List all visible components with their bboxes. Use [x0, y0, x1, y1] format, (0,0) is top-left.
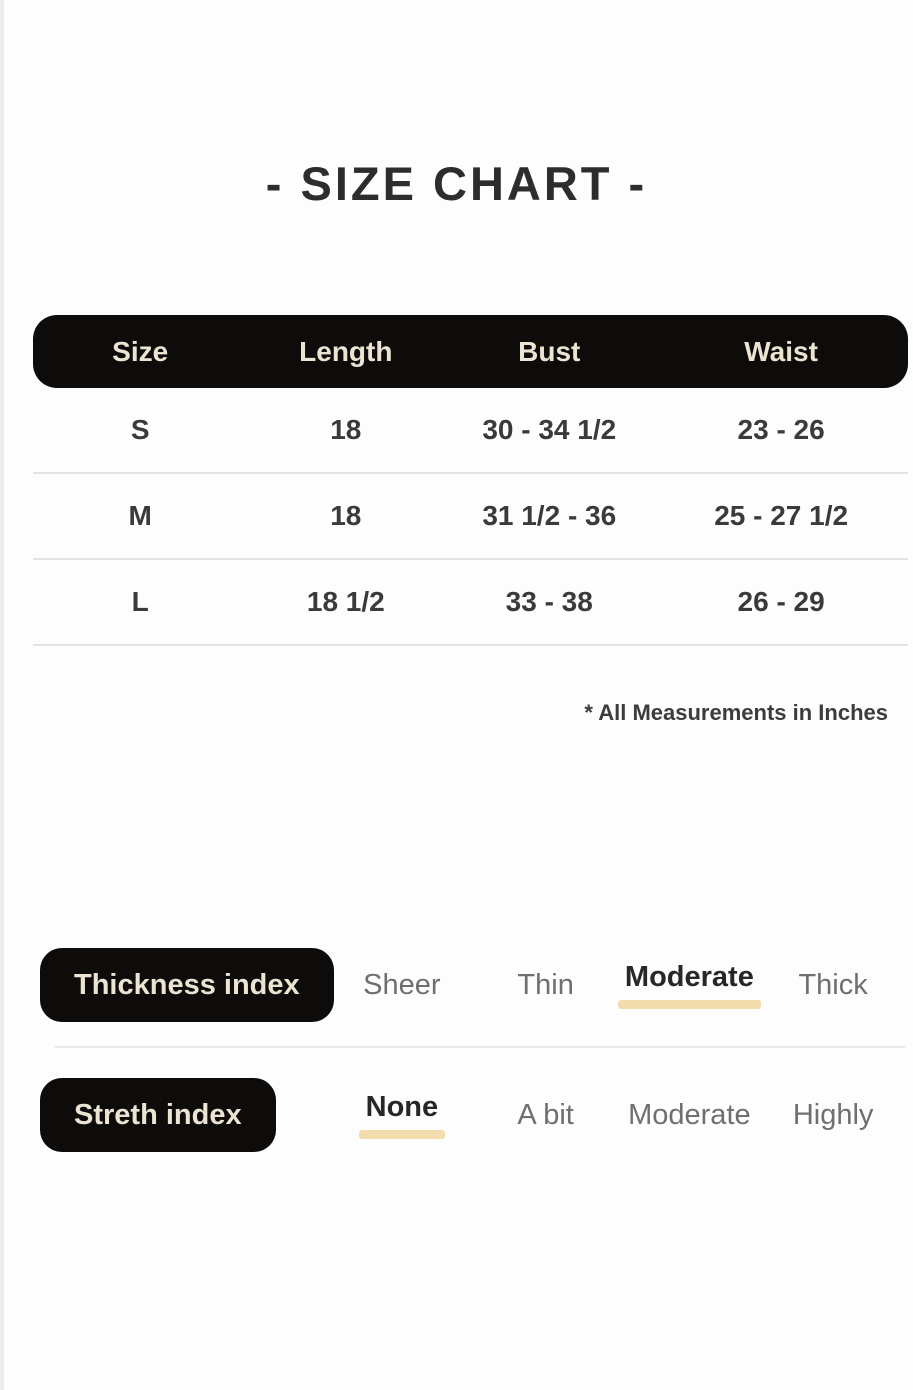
stretch-option-moderate: Moderate	[628, 1098, 751, 1131]
size-value: M	[128, 500, 152, 531]
size-value: L	[131, 586, 149, 617]
stretch-index-pill: Streth index	[40, 1078, 276, 1152]
bust-value: 31 1/2 - 36	[482, 500, 617, 531]
length-value: 18 1/2	[306, 586, 385, 617]
thickness-index-row: Thickness index Sheer Thin Moderate Thic…	[0, 948, 913, 1022]
size-value: S	[130, 414, 150, 445]
table-row-l: L 18 1/2 33 - 38 26 - 29	[33, 560, 908, 646]
length-value: 18	[330, 414, 362, 445]
thickness-option-thin: Thin	[517, 968, 574, 1001]
waist-value: 23 - 26	[737, 414, 825, 445]
table-row-s: S 18 30 - 34 1/2 23 - 26	[33, 388, 908, 474]
thickness-option-thick: Thick	[798, 968, 868, 1001]
column-header-bust: Bust	[518, 335, 581, 367]
bust-value: 30 - 34 1/2	[482, 414, 617, 445]
table-row-m: M 18 31 1/2 - 36 25 - 27 1/2	[33, 474, 908, 560]
page-title: - SIZE CHART -	[265, 157, 648, 210]
left-edge-line	[0, 0, 4, 1390]
column-header-length: Length	[299, 335, 393, 367]
size-table-header: Size Length Bust Waist	[33, 315, 908, 388]
stretch-options: None A bit Moderate Highly	[330, 1078, 905, 1152]
waist-value: 25 - 27 1/2	[714, 500, 849, 531]
bust-value: 33 - 38	[505, 586, 593, 617]
stretch-option-none: None	[366, 1091, 439, 1139]
index-divider-line	[55, 1046, 905, 1048]
column-header-size: Size	[112, 335, 169, 367]
waist-value: 26 - 29	[737, 586, 825, 617]
stretch-option-highly: Highly	[792, 1098, 874, 1131]
thickness-option-sheer: Sheer	[363, 968, 441, 1001]
length-value: 18	[330, 500, 362, 531]
stretch-index-row: Streth index None A bit Moderate Highly	[0, 1078, 913, 1152]
thickness-index-pill: Thickness index	[40, 948, 334, 1022]
stretch-option-abit: A bit	[517, 1098, 574, 1131]
column-header-waist: Waist	[744, 335, 818, 367]
thickness-options: Sheer Thin Moderate Thick	[330, 948, 905, 1022]
measurements-footnote: * All Measurements in Inches	[584, 700, 888, 725]
size-table-body: S 18 30 - 34 1/2 23 - 26 M 18 31 1/2 - 3…	[33, 388, 908, 646]
thickness-option-moderate: Moderate	[625, 961, 754, 1009]
